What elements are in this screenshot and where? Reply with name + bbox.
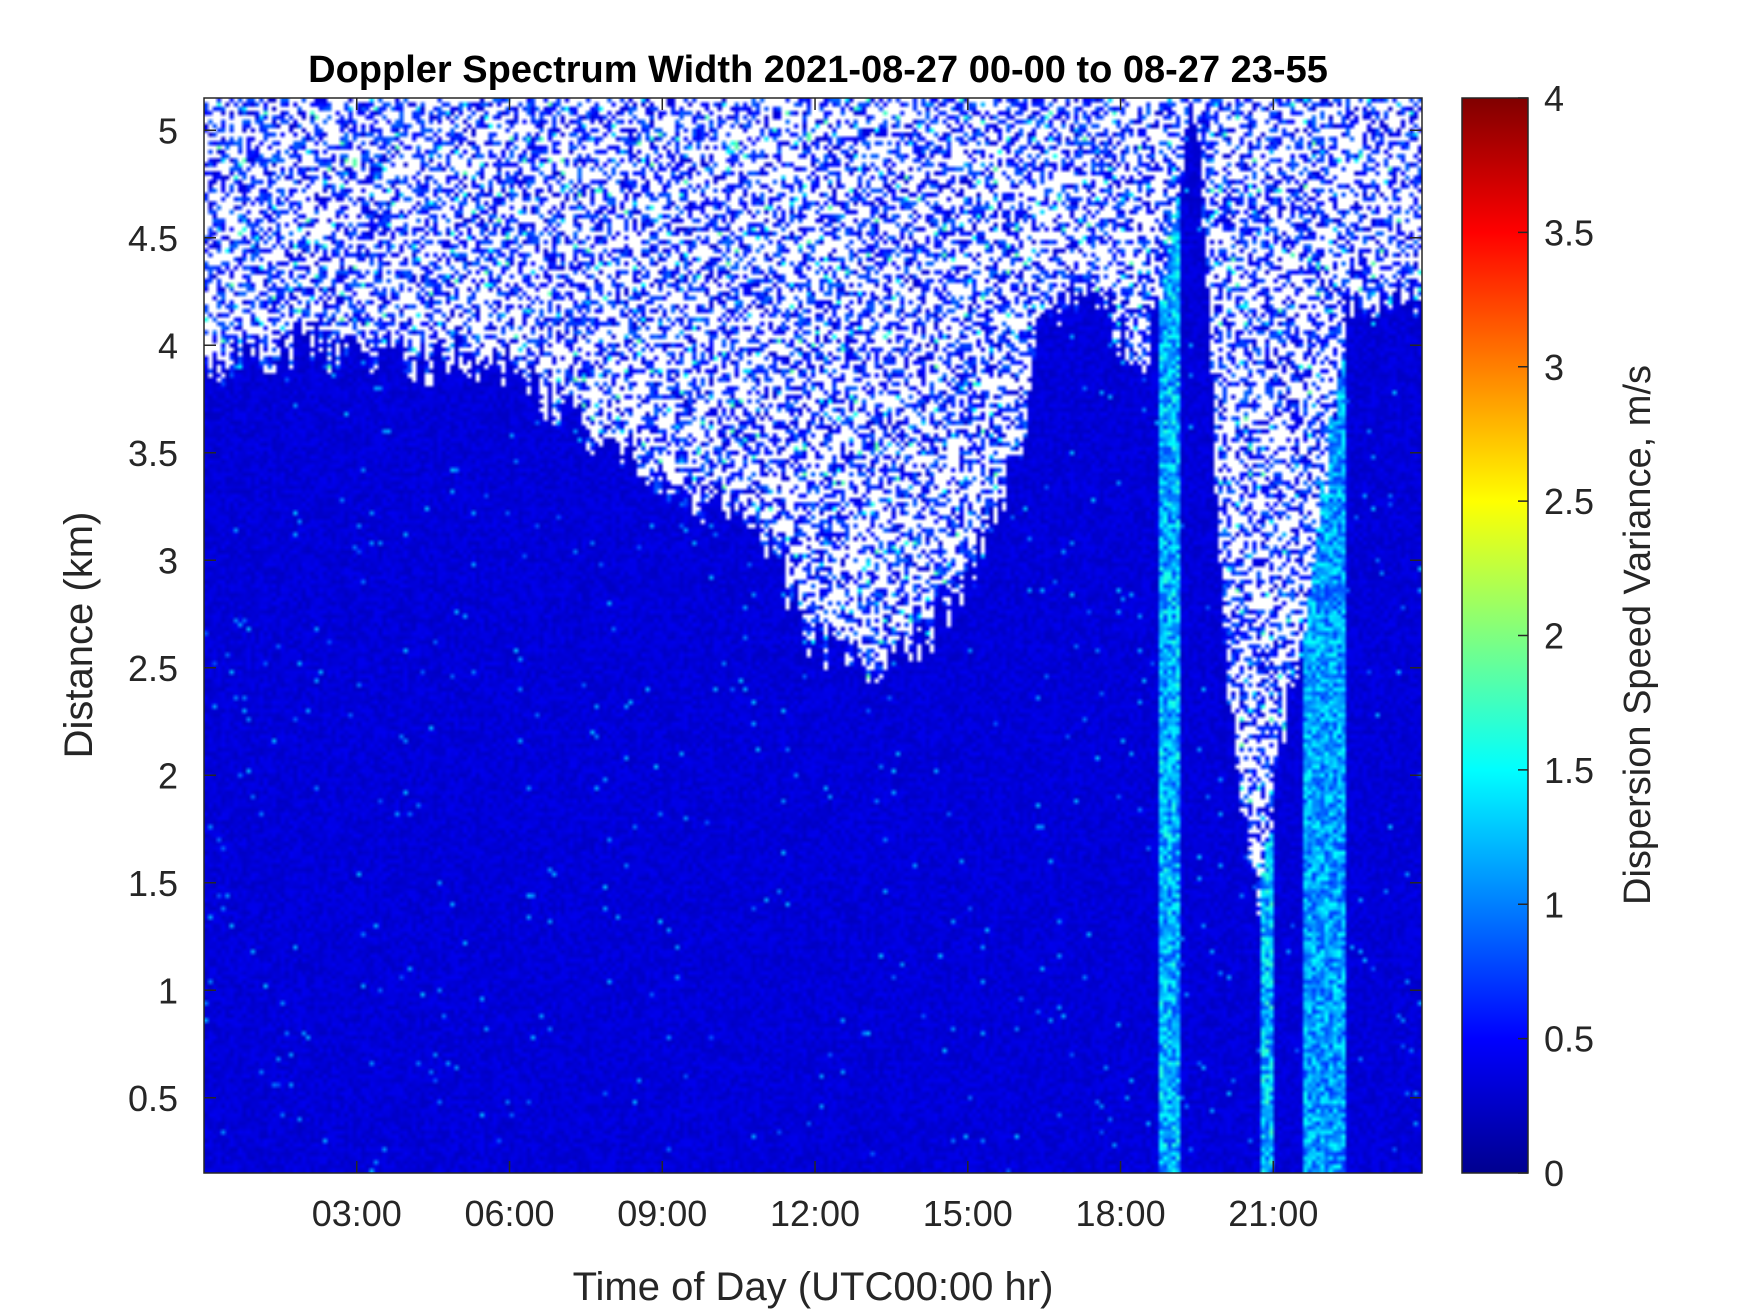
x-tick-label: 09:00 (617, 1193, 707, 1234)
y-axis: 0.5 1 1.5 2 2.5 3 3.5 4 4.5 5 (128, 110, 1422, 1119)
y-tick-label: 1.5 (128, 863, 178, 904)
colorbar-ticks: 0 0.5 1 1.5 2 2.5 3 3.5 4 (1518, 78, 1594, 1194)
colorbar-tick-label: 3.5 (1544, 212, 1594, 253)
colorbar-label: Dispersion Speed Variance, m/s (1617, 365, 1659, 905)
y-tick-label: 1 (158, 970, 178, 1011)
y-tick-label: 0.5 (128, 1078, 178, 1119)
heatmap-cells (204, 98, 1422, 1173)
y-tick-label: 4.5 (128, 218, 178, 259)
colorbar-tick-label: 4 (1544, 78, 1564, 119)
heatmap-plot-area (203, 97, 1423, 1174)
y-tick-label: 2.5 (128, 648, 178, 689)
x-tick-label: 18:00 (1076, 1193, 1166, 1234)
colorbar-tick-label: 0.5 (1544, 1019, 1594, 1060)
x-axis: 03:00 06:00 09:00 12:00 15:00 18:00 21:00 (312, 98, 1318, 1234)
colorbar-gradient (1461, 97, 1529, 1174)
x-tick-label: 21:00 (1228, 1193, 1318, 1234)
y-tick-label: 2 (158, 755, 178, 796)
colorbar-tick-label: 1 (1544, 884, 1564, 925)
y-tick-label: 4 (158, 325, 178, 366)
y-tick-label: 3 (158, 540, 178, 581)
colorbar: 0 0.5 1 1.5 2 2.5 3 3.5 4 Dispersion Speed Varia… (1461, 78, 1659, 1194)
colorbar-tick-label: 0 (1544, 1153, 1564, 1194)
colorbar-tick-label: 2.5 (1544, 481, 1594, 522)
chart-title: Doppler Spectrum Width 2021-08-27 00-00 … (308, 49, 1328, 91)
y-tick-label: 5 (158, 110, 178, 151)
colorbar-tick-label: 3 (1544, 347, 1564, 388)
plot-border (203, 97, 1423, 1174)
x-tick-label: 06:00 (464, 1193, 554, 1234)
x-tick-label: 15:00 (923, 1193, 1013, 1234)
x-tick-label: 12:00 (770, 1193, 860, 1234)
x-tick-label: 03:00 (312, 1193, 402, 1234)
x-axis-label: Time of Day (UTC00:00 hr) (573, 1265, 1054, 1309)
colorbar-tick-label: 2 (1544, 616, 1564, 657)
colorbar-tick-label: 1.5 (1544, 750, 1594, 791)
y-axis-label: Distance (km) (57, 512, 101, 759)
y-tick-label: 3.5 (128, 433, 178, 474)
